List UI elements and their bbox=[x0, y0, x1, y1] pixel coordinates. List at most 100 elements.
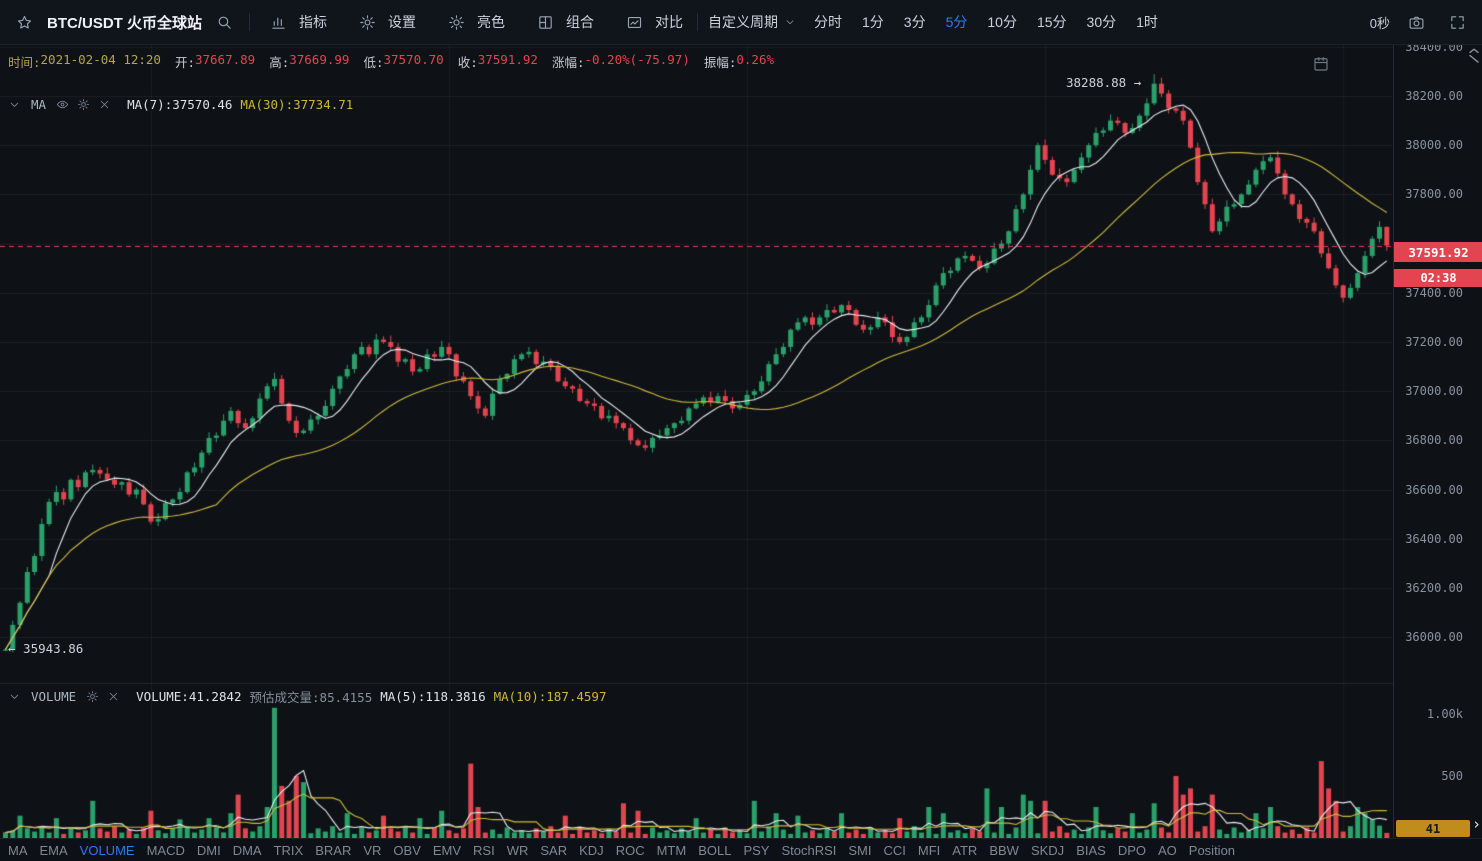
bar-countdown-label: 0秒 bbox=[1369, 15, 1390, 31]
menu-compare[interactable]: 对比 bbox=[620, 12, 683, 32]
ohlc-info-bar: 时间: 2021-02-04 12:20 开: 37667.89 高: 37669.9… bbox=[8, 52, 774, 71]
indicator-tabs-bar: MA EMA VOLUME MACD DMI DMA TRIX BRAR VR OBV EMV RSI… bbox=[0, 838, 1482, 861]
tabs-scroll-arrow[interactable]: › bbox=[1471, 815, 1481, 833]
candlestick-chart-canvas[interactable] bbox=[0, 45, 1393, 838]
price-axis-label: 37000.00 bbox=[1405, 384, 1463, 399]
indicator-tab-trix[interactable]: TRIX bbox=[273, 842, 304, 858]
sun-icon bbox=[442, 14, 471, 31]
custom-period-dropdown[interactable]: 自定义周期 bbox=[708, 12, 796, 32]
info-open-value: 37667.89 bbox=[194, 52, 256, 67]
price-axis-label: 36600.00 bbox=[1405, 482, 1463, 497]
indicator-tab-psy[interactable]: PSY bbox=[743, 842, 770, 858]
volume-value: VOLUME:41.2842 bbox=[136, 689, 242, 704]
panel-calendar-icon[interactable] bbox=[1312, 55, 1330, 78]
indicator-icon bbox=[264, 14, 293, 31]
indicator-tab-dmi[interactable]: DMI bbox=[196, 842, 221, 858]
menu-light-theme[interactable]: 亮色 bbox=[442, 12, 505, 32]
indicator-tab-atr[interactable]: ATR bbox=[952, 842, 978, 858]
gear-icon[interactable] bbox=[86, 690, 99, 703]
indicator-tab-stochrsi[interactable]: StochRSI bbox=[781, 842, 837, 858]
menu-indicators[interactable]: 指标 bbox=[264, 12, 327, 32]
timeframe-15分[interactable]: 15分 bbox=[1036, 14, 1067, 30]
info-high-value: 37669.99 bbox=[289, 52, 350, 67]
indicator-tab-dpo[interactable]: DPO bbox=[1117, 842, 1146, 858]
timeframe-10分[interactable]: 10分 bbox=[987, 14, 1017, 30]
toolbar-divider bbox=[249, 13, 250, 31]
indicator-tab-ema[interactable]: EMA bbox=[39, 842, 68, 858]
info-close: 收: 37591.92 bbox=[458, 52, 538, 71]
indicator-tab-brar[interactable]: BRAR bbox=[315, 842, 352, 858]
toolbar-divider bbox=[697, 13, 698, 31]
ma30-value: MA(30):37734.71 bbox=[240, 97, 354, 112]
price-axis-label: 38400.00 bbox=[1405, 45, 1463, 54]
price-axis-label: 38200.00 bbox=[1405, 89, 1463, 103]
indicator-tab-skdj[interactable]: SKDJ bbox=[1030, 842, 1065, 858]
close-icon[interactable] bbox=[98, 98, 111, 111]
favorite-star-icon[interactable] bbox=[10, 14, 39, 31]
indicator-tab-smi[interactable]: SMI bbox=[848, 842, 872, 858]
chart-area[interactable]: 时间: 2021-02-04 12:20 开: 37667.89 高: 37669.9… bbox=[0, 45, 1482, 838]
compare-icon bbox=[620, 14, 649, 31]
timeframe-list: 分时 1分 3分 5分 10分 15分 30分 1时 bbox=[814, 12, 1158, 32]
info-change: 涨幅: -0.20%(-75.97) bbox=[552, 52, 690, 71]
indicator-tab-boll[interactable]: BOLL bbox=[698, 842, 732, 858]
indicator-tab-rsi[interactable]: RSI bbox=[473, 842, 495, 858]
toolbar-menu: 指标 设置 亮色 组合 对比 bbox=[264, 12, 683, 32]
search-icon[interactable] bbox=[210, 14, 239, 31]
timeframe-分时[interactable]: 分时 bbox=[814, 14, 842, 30]
info-time-label: 时间: bbox=[8, 55, 41, 70]
info-open-label: 开: bbox=[174, 55, 195, 70]
indicator-tab-cci[interactable]: CCI bbox=[883, 842, 906, 858]
snapshot-camera-icon[interactable] bbox=[1402, 14, 1431, 31]
gear-icon[interactable] bbox=[77, 98, 90, 111]
current-price-badge: 37591.92 bbox=[1394, 242, 1482, 262]
indicator-tab-volume[interactable]: VOLUME bbox=[79, 842, 135, 858]
close-icon[interactable] bbox=[107, 690, 120, 703]
indicator-tab-mfi[interactable]: MFI bbox=[917, 842, 941, 858]
price-axis-label: 37400.00 bbox=[1405, 285, 1463, 300]
volume-ma10: MA(10):187.4597 bbox=[493, 689, 607, 704]
eye-icon[interactable] bbox=[56, 98, 69, 111]
indicator-tab-emv[interactable]: EMV bbox=[432, 842, 462, 858]
indicator-tab-kdj[interactable]: KDJ bbox=[579, 842, 604, 858]
collapse-chevron-icon[interactable] bbox=[8, 98, 21, 111]
info-change-label: 涨幅: bbox=[551, 55, 585, 70]
timeframe-30分[interactable]: 30分 bbox=[1086, 14, 1117, 30]
indicator-tab-macd[interactable]: MACD bbox=[146, 842, 185, 858]
price-axis-label: 36000.00 bbox=[1405, 630, 1463, 645]
indicator-tab-position[interactable]: Position bbox=[1188, 842, 1236, 858]
info-low: 低: 37570.70 bbox=[363, 52, 443, 71]
volume-estimate: 预估成交量:85.4155 bbox=[249, 690, 373, 705]
indicator-tab-obv[interactable]: OBV bbox=[393, 842, 421, 858]
info-amplitude-value: 0.26% bbox=[736, 52, 775, 67]
indicator-tab-ao[interactable]: AO bbox=[1157, 842, 1177, 858]
fullscreen-icon[interactable] bbox=[1443, 14, 1472, 31]
menu-light-theme-label: 亮色 bbox=[477, 14, 505, 30]
indicator-tab-bbw[interactable]: BBW bbox=[989, 842, 1019, 858]
menu-settings[interactable]: 设置 bbox=[353, 12, 416, 32]
indicator-tab-dma[interactable]: DMA bbox=[232, 842, 262, 858]
indicator-tab-bias[interactable]: BIAS bbox=[1076, 842, 1106, 858]
price-axis[interactable]: 37591.92 02:38 41 › 38400.00 38200.00 3800… bbox=[1393, 45, 1482, 838]
ma-indicator-bar: MA MA(7):37570.46 MA(30):37734.71 bbox=[8, 97, 353, 112]
axis-scroll-icon[interactable] bbox=[1468, 46, 1480, 69]
collapse-chevron-icon[interactable] bbox=[8, 690, 21, 703]
custom-period-label: 自定义周期 bbox=[708, 14, 778, 30]
info-high: 高: 37669.99 bbox=[269, 52, 349, 71]
toolbar-right-group: 0秒 bbox=[1370, 13, 1472, 32]
price-axis-label: 37200.00 bbox=[1405, 335, 1463, 349]
indicator-tab-mtm[interactable]: MTM bbox=[656, 842, 687, 858]
indicator-tab-vr[interactable]: VR bbox=[363, 842, 382, 858]
timeframe-5分[interactable]: 5分 bbox=[945, 14, 968, 30]
indicator-tab-wr[interactable]: WR bbox=[506, 842, 529, 858]
timeframe-1分[interactable]: 1分 bbox=[862, 14, 884, 30]
indicator-tab-ma[interactable]: MA bbox=[8, 842, 28, 858]
menu-combine[interactable]: 组合 bbox=[531, 12, 594, 32]
info-low-value: 37570.70 bbox=[383, 52, 444, 67]
menu-settings-label: 设置 bbox=[388, 14, 416, 30]
timeframe-3分[interactable]: 3分 bbox=[903, 14, 926, 30]
indicator-tab-sar[interactable]: SAR bbox=[540, 842, 568, 858]
info-amplitude: 振幅: 0.26% bbox=[704, 52, 774, 71]
indicator-tab-roc[interactable]: ROC bbox=[615, 842, 645, 858]
timeframe-1时[interactable]: 1时 bbox=[1136, 14, 1158, 30]
